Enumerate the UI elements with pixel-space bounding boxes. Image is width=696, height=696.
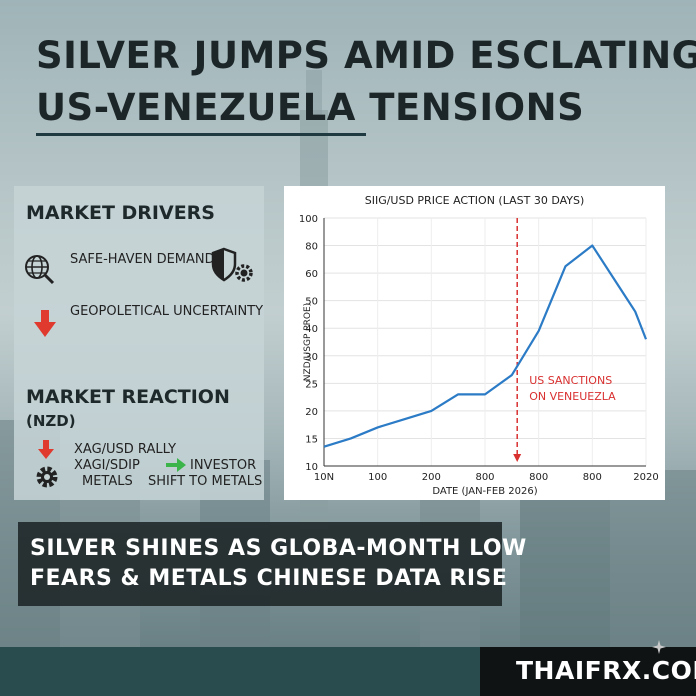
sanctions-marker-arrow xyxy=(513,454,522,462)
arrow-down-icon xyxy=(34,310,56,337)
price-chart-card: SIIG/USD PRICE ACTION (LAST 30 DAYS) 10 1… xyxy=(284,186,665,500)
brand-label: THAIFRX.COM xyxy=(516,656,696,685)
shift-to-metals-label: SHIFT TO METALS xyxy=(148,474,263,489)
price-series-line xyxy=(323,244,648,448)
brand-box[interactable]: THAIFRX.COM xyxy=(480,647,696,696)
caption-line-1: SILVER SHINES AS GLOBA-MONTH LOW xyxy=(30,536,527,561)
y-tick-label: 100 xyxy=(299,214,318,225)
y-tick-label: 25 xyxy=(305,379,318,390)
x-tick-label: 800 xyxy=(583,472,602,483)
headline-underline xyxy=(36,133,366,136)
gear-icon xyxy=(36,466,58,488)
caption-line-2: FEARS & METALS CHINESE DATA RISE xyxy=(30,566,508,591)
annotation-label: ON VENEUEZLA xyxy=(529,390,616,403)
y-tick-label: 50 xyxy=(305,297,318,308)
x-tick-label: 800 xyxy=(529,472,548,483)
headline: SILVER JUMPS AMID ESCLATING US-VENEZUELA… xyxy=(36,30,696,134)
y-tick-label: 30 xyxy=(305,352,318,363)
y-tick-label: 40 xyxy=(305,324,318,335)
shield-gear-icon xyxy=(211,247,253,282)
x-tick-label: 200 xyxy=(422,472,441,483)
market-drivers-heading: MARKET DRIVERS xyxy=(26,202,215,224)
headline-line-2: US-VENEZUELA TENSIONS xyxy=(36,86,585,129)
market-reaction-heading: MARKET REACTION xyxy=(26,386,230,408)
price-chart: 10 15 20 25 30 40 50 60 80 100 10N 100 200 800 800 800 2… xyxy=(299,214,659,497)
y-tick-label: 15 xyxy=(305,434,318,445)
market-reaction-subheading: (NZD) xyxy=(26,412,76,430)
arrow-down-icon xyxy=(38,440,54,459)
x-tick-label: 2020 xyxy=(633,472,658,483)
y-tick-label: 80 xyxy=(305,242,318,253)
x-axis-label: DATE (JAN-FEB 2026) xyxy=(432,486,537,497)
caption-box: SILVER SHINES AS GLOBA-MONTH LOW FEARS &… xyxy=(18,522,526,606)
arrow-right-icon xyxy=(166,458,186,472)
x-tick-label: 800 xyxy=(475,472,494,483)
y-axis-label: NZD/USGP PROE) xyxy=(303,303,313,381)
sparkle-icon xyxy=(652,640,666,654)
y-tick-label: 10 xyxy=(305,462,318,473)
geopolitical-uncertainty-label: GEOPOLETICAL UNCERTAINTY xyxy=(70,304,264,319)
metals-label: METALS xyxy=(82,474,133,489)
xag-usd-rally-label: XAG/USD RALLY xyxy=(74,442,177,457)
annotation-label: US SANCTIONS xyxy=(529,374,612,387)
globe-icon xyxy=(25,255,55,285)
headline-line-1: SILVER JUMPS AMID ESCLATING xyxy=(36,34,696,77)
chart-title: SIIG/USD PRICE ACTION (LAST 30 DAYS) xyxy=(364,194,585,207)
safe-haven-demand-label: SAFE-HAVEN DEMAND xyxy=(70,252,215,267)
x-tick-label: 10N xyxy=(314,472,334,483)
x-tick-label: 100 xyxy=(368,472,387,483)
investor-label: INVESTOR xyxy=(190,458,257,473)
metals-ticker-label: XAGI/SDIP xyxy=(74,458,140,473)
market-drivers-panel: MARKET DRIVERS SAFE-HAVEN DEMAND GEOPOLE… xyxy=(14,186,264,500)
y-tick-label: 60 xyxy=(305,269,318,280)
y-tick-label: 20 xyxy=(305,407,318,418)
